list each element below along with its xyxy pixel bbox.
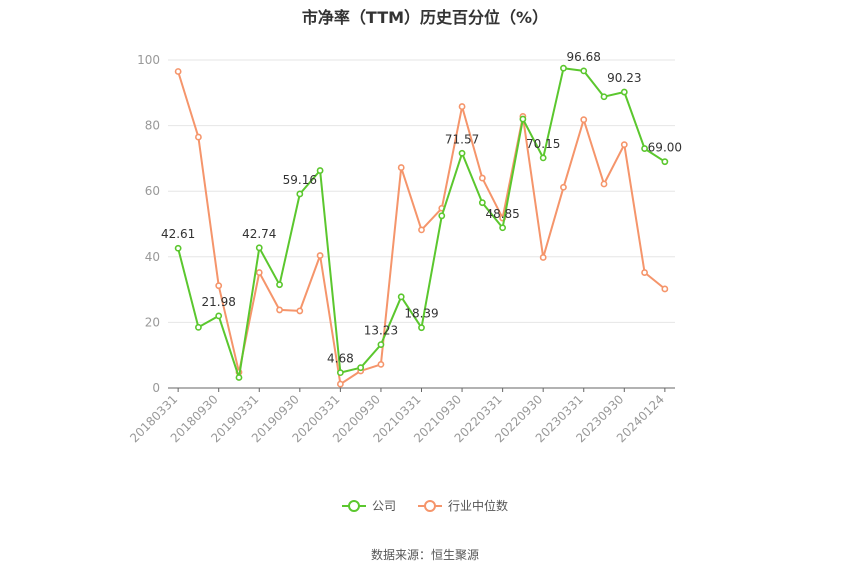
data-point-industry-median (418, 226, 425, 234)
y-tick-label: 100 (137, 53, 160, 67)
data-label: 13.23 (364, 324, 398, 338)
data-label: 21.98 (202, 295, 236, 309)
data-point-industry-median (560, 183, 567, 191)
data-label: 42.74 (242, 227, 276, 241)
data-point-industry-median (276, 306, 283, 314)
data-point-industry-median (174, 68, 182, 75)
data-point-industry-median (255, 269, 263, 276)
data-point-company (620, 88, 628, 96)
data-point-industry-median (195, 133, 202, 141)
data-point-company (560, 64, 567, 72)
data-labels: 42.61 21.98 42.74 59.16 4.68 13.23 18.39 71.57 4… (161, 50, 682, 366)
y-tick-label: 0 (152, 381, 160, 395)
data-point-company (478, 199, 486, 207)
y-tick-label: 40 (145, 250, 160, 264)
data-point-company (174, 244, 182, 252)
data-point-company (235, 374, 243, 381)
series-layer (174, 64, 669, 388)
data-point-industry-median (215, 282, 223, 290)
data-point-company (336, 369, 344, 377)
data-label: 96.68 (567, 50, 601, 64)
data-point-industry-median (478, 174, 486, 182)
data-point-industry-median (620, 141, 628, 149)
data-point-industry-median (641, 269, 648, 276)
legend-label-industry-median: 行业中位数 (448, 499, 509, 513)
data-label: 4.68 (327, 352, 354, 366)
data-point-company (661, 158, 669, 166)
data-label: 70.15 (526, 137, 560, 151)
data-point-industry-median (316, 252, 324, 259)
data-point-industry-median (397, 164, 405, 171)
data-label: 59.16 (283, 173, 317, 187)
grid-lines (168, 59, 675, 323)
chart-title: 市净率（TTM）历史百分位（%） (301, 8, 549, 27)
data-point-company (316, 167, 324, 174)
legend-item-company[interactable]: 公司 (341, 497, 396, 514)
data-point-company (438, 212, 446, 220)
data-point-company (215, 312, 223, 320)
series-line-company (177, 67, 666, 379)
axes: 0204060801002018033120180930201903312019… (127, 53, 675, 445)
data-point-company (458, 149, 466, 157)
data-point-company (539, 154, 547, 162)
y-tick-label: 60 (145, 184, 160, 198)
data-label: 42.61 (161, 227, 195, 241)
data-point-company (357, 364, 365, 372)
legend-item-industry-median[interactable]: 行业中位数 (418, 497, 508, 514)
data-point-company (195, 323, 202, 331)
data-label: 71.57 (445, 132, 479, 146)
data-point-company (519, 115, 527, 123)
legend-swatch-industry-median (418, 499, 442, 513)
data-point-industry-median (600, 180, 608, 188)
data-point-company (255, 244, 263, 252)
legend: 公司 行业中位数 (0, 497, 850, 514)
data-source: 数据来源：恒生聚源 (370, 548, 479, 562)
data-label: 90.23 (607, 71, 641, 85)
data-point-industry-median (458, 103, 466, 110)
data-point-company (377, 341, 385, 349)
data-point-industry-median (539, 254, 547, 261)
y-tick-label: 20 (145, 315, 160, 329)
data-point-company (296, 190, 304, 198)
data-point-industry-median (661, 285, 669, 293)
data-point-company (600, 93, 608, 101)
data-point-industry-median (377, 360, 385, 368)
data-label: 18.39 (404, 307, 438, 321)
data-point-company (580, 67, 588, 75)
data-point-company (397, 293, 405, 301)
data-point-industry-median (336, 380, 344, 388)
legend-label-company: 公司 (371, 499, 396, 513)
data-label: 69.00 (648, 141, 682, 155)
data-point-company (418, 324, 425, 332)
data-point-industry-median (296, 307, 304, 315)
data-point-company (499, 224, 507, 232)
y-tick-label: 80 (145, 119, 160, 133)
data-label: 48.85 (485, 207, 519, 221)
data-point-company (276, 281, 283, 289)
data-point-company (641, 145, 648, 152)
legend-swatch-company (341, 499, 366, 513)
data-point-industry-median (580, 116, 588, 124)
